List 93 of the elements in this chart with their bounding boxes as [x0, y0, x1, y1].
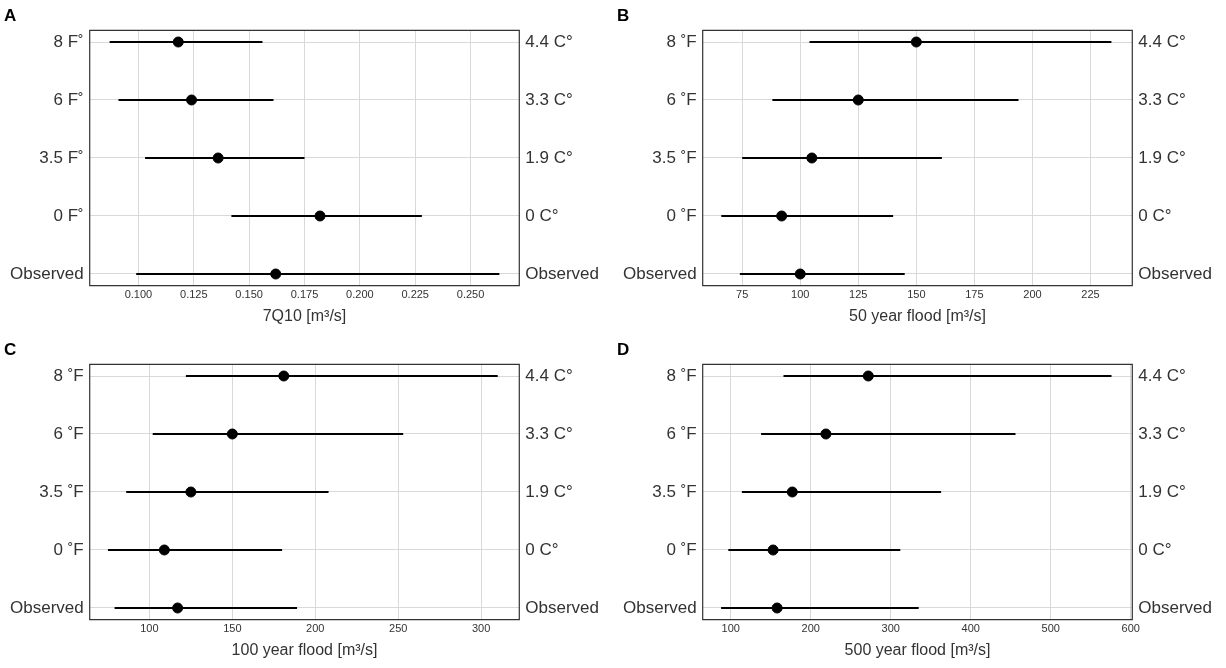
x-tick-label: 0.200	[346, 288, 374, 301]
y2-tick-label: 1.9 C°	[525, 481, 573, 501]
x-tick-label: 0.250	[456, 288, 485, 301]
y-tick-label: 3.5 ˚F	[652, 481, 697, 501]
y2-tick-label: Observed	[1138, 597, 1212, 617]
point	[270, 268, 282, 280]
x-tick-label: 0.175	[290, 288, 319, 301]
y-tick-label: Observed	[10, 597, 84, 617]
y2-tick-label: Observed	[525, 263, 599, 283]
chart-title: B	[617, 5, 630, 25]
x-tick-label: 150	[907, 288, 926, 301]
point	[314, 210, 326, 222]
point	[820, 428, 832, 440]
point	[771, 602, 783, 614]
point	[794, 268, 806, 280]
x-tick-label: 0.100	[124, 288, 153, 301]
x-tick-label: 300	[471, 622, 491, 635]
y2-tick-label: 4.4 C°	[1138, 365, 1186, 385]
x-tick-label: 0.150	[235, 288, 263, 301]
y-tick-label: Observed	[10, 263, 84, 283]
y-tick-label: 6 ˚F	[53, 423, 84, 443]
y-tick-label: 0 ˚F	[666, 205, 697, 225]
x-tick-label: 0.225	[401, 288, 429, 301]
y2-tick-label: 4.4 C°	[525, 365, 573, 385]
x-tick-label: 300	[881, 622, 900, 635]
chart-title: A	[4, 5, 17, 25]
point	[185, 486, 197, 498]
y2-tick-label: 3.3 C°	[525, 423, 573, 443]
x-axis-title: 500 year flood [m³/s]	[844, 640, 991, 658]
point	[806, 152, 818, 164]
x-tick-label: 100	[140, 622, 159, 635]
x-tick-label: 225	[1081, 288, 1100, 301]
x-axis-title: 50 year flood [m³/s]	[849, 306, 986, 324]
y-tick-label: 6 ˚F	[666, 423, 697, 443]
x-tick-label: 75	[736, 288, 749, 301]
y-tick-label: 3.5 F˚	[39, 147, 84, 167]
point	[158, 544, 170, 556]
chart-title: C	[4, 339, 17, 359]
y2-tick-label: 0 C°	[1138, 205, 1172, 225]
x-tick-label: 0.125	[180, 288, 208, 301]
point	[767, 544, 779, 556]
point	[186, 94, 198, 106]
x-tick-label: 175	[965, 288, 984, 301]
x-tick-label: 500	[1041, 622, 1060, 635]
y-tick-label: 0 F˚	[53, 205, 84, 225]
y-tick-label: 0 ˚F	[666, 539, 697, 559]
y2-tick-label: 1.9 C°	[525, 147, 573, 167]
y2-tick-label: Observed	[1138, 263, 1212, 283]
chart-title: D	[617, 339, 630, 359]
x-axis-title: 100 year flood [m³/s]	[231, 640, 378, 658]
y2-tick-label: Observed	[525, 597, 599, 617]
point	[786, 486, 798, 498]
y-tick-label: Observed	[623, 597, 697, 617]
y2-tick-label: 3.3 C°	[1138, 89, 1186, 109]
y-tick-label: 8 ˚F	[666, 31, 697, 51]
x-tick-label: 100	[791, 288, 810, 301]
y-tick-label: 3.5 ˚F	[652, 147, 697, 167]
point	[172, 36, 184, 48]
point	[278, 370, 290, 382]
x-tick-label: 200	[801, 622, 820, 635]
x-tick-label: 600	[1121, 622, 1140, 635]
x-tick-label: 400	[961, 622, 980, 635]
y2-tick-label: 3.3 C°	[1138, 423, 1186, 443]
y-tick-label: 6 ˚F	[666, 89, 697, 109]
point	[776, 210, 788, 222]
point	[212, 152, 224, 164]
x-axis-title: 7Q10 [m³/s]	[262, 306, 347, 324]
y2-tick-label: 1.9 C°	[1138, 147, 1186, 167]
y2-tick-label: 1.9 C°	[1138, 481, 1186, 501]
y2-tick-label: 0 C°	[525, 539, 559, 559]
y-tick-label: Observed	[623, 263, 697, 283]
point	[910, 36, 922, 48]
y-tick-label: 8 ˚F	[666, 365, 697, 385]
x-tick-label: 125	[849, 288, 868, 301]
y-tick-label: 8 F˚	[53, 31, 84, 51]
y2-tick-label: 0 C°	[525, 205, 559, 225]
x-tick-label: 200	[1023, 288, 1042, 301]
point	[226, 428, 238, 440]
y-tick-label: 3.5 ˚F	[39, 481, 84, 501]
x-tick-label: 250	[389, 622, 408, 635]
y-tick-label: 6 F˚	[53, 89, 84, 109]
y2-tick-label: 4.4 C°	[525, 31, 573, 51]
x-tick-label: 150	[223, 622, 242, 635]
y2-tick-label: 3.3 C°	[525, 89, 573, 109]
x-tick-label: 200	[306, 622, 325, 635]
y-tick-label: 0 ˚F	[53, 539, 84, 559]
y-tick-label: 8 ˚F	[53, 365, 84, 385]
x-tick-label: 100	[721, 622, 740, 635]
point	[862, 370, 874, 382]
point	[172, 602, 184, 614]
y2-tick-label: 0 C°	[1138, 539, 1172, 559]
point	[852, 94, 864, 106]
y2-tick-label: 4.4 C°	[1138, 31, 1186, 51]
